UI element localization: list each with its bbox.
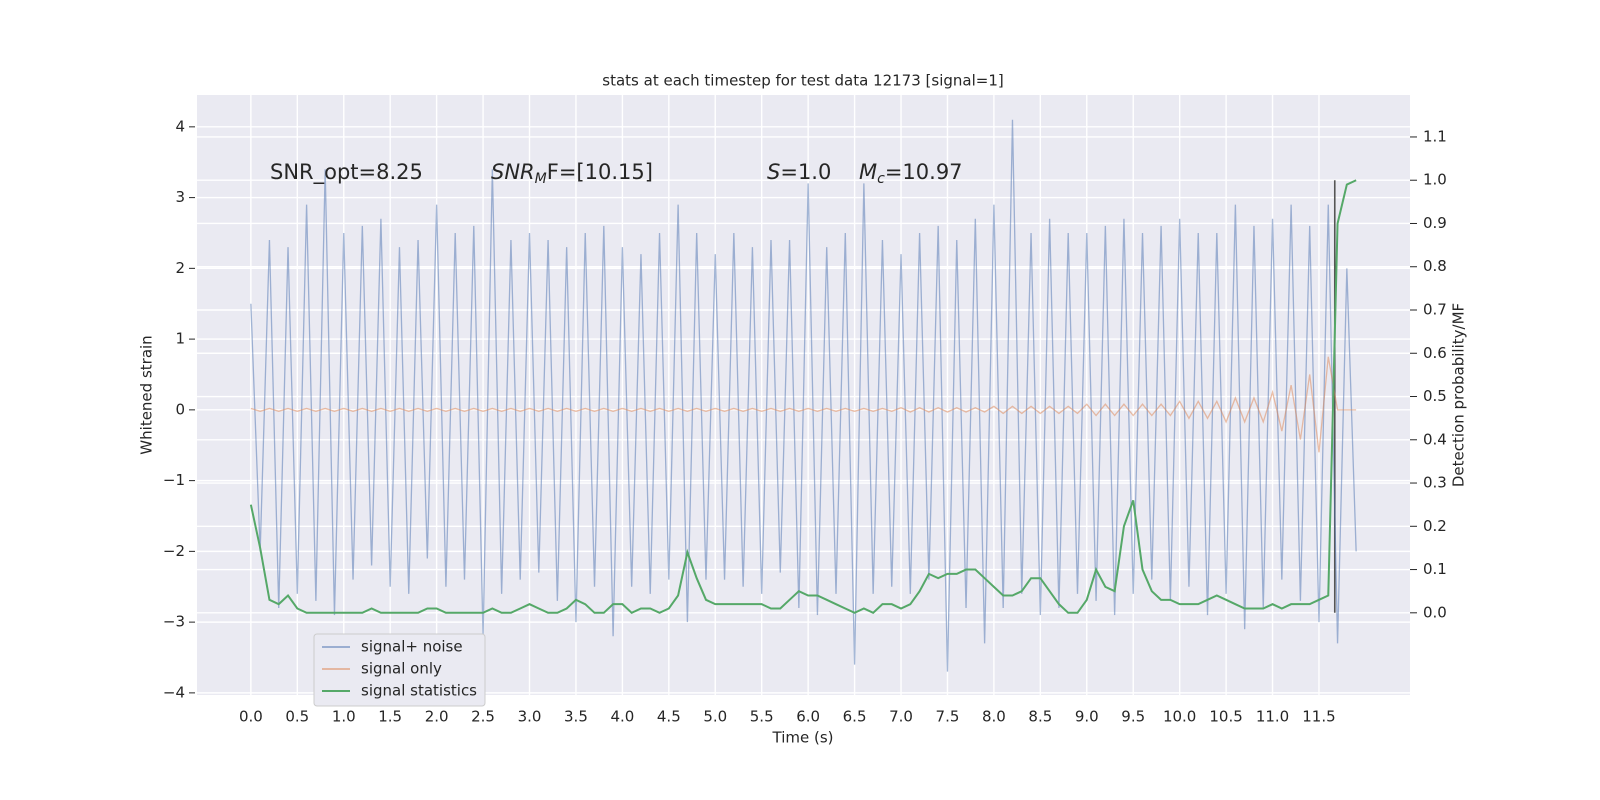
y2-tick-label: 0.6: [1423, 344, 1447, 362]
x-tick-label: 7.5: [936, 708, 960, 726]
x-tick-label: 11.0: [1256, 708, 1289, 726]
y2-tick-label: 0.8: [1423, 257, 1447, 275]
y2-tick-label: 0.7: [1423, 300, 1447, 318]
y2-tick-label: 0.4: [1423, 430, 1447, 448]
x-tick-label: 10.5: [1209, 708, 1242, 726]
x-tick-label: 6.5: [843, 708, 867, 726]
legend-label: signal statistics: [361, 682, 477, 700]
x-tick-label: 2.0: [425, 708, 449, 726]
x-tick-label: 8.0: [982, 708, 1006, 726]
y2-tick-label: 0.2: [1423, 517, 1447, 535]
x-tick-label: 1.5: [378, 708, 402, 726]
x-tick-label: 3.5: [564, 708, 588, 726]
x-tick-label: 1.0: [332, 708, 356, 726]
y-tick-label: 2: [175, 259, 185, 277]
x-tick-label: 0.0: [239, 708, 263, 726]
y-tick-label: 3: [175, 188, 185, 206]
x-tick-label: 0.5: [285, 708, 309, 726]
annotation-part: SNR_opt=8.25: [270, 160, 423, 185]
annotation-part: SNR: [491, 160, 535, 184]
x-tick-label: 8.5: [1028, 708, 1052, 726]
y-tick-label: 1: [175, 330, 185, 348]
x-tick-label: 10.0: [1163, 708, 1196, 726]
y-tick-label: 4: [175, 117, 185, 135]
x-tick-label: 9.5: [1121, 708, 1145, 726]
y-tick-label: −4: [163, 683, 185, 701]
series-line: [250, 119, 1357, 672]
legend-label: signal+ noise: [361, 638, 463, 656]
x-axis-label: Time (s): [772, 729, 834, 747]
y2-tick-label: 0.0: [1423, 603, 1447, 621]
x-tick-label: 4.0: [610, 708, 634, 726]
series-line: [250, 356, 1357, 453]
x-tick-label: 4.5: [657, 708, 681, 726]
legend-label: signal only: [361, 660, 442, 678]
annotation: S=1.0: [767, 160, 831, 184]
x-tick-label: 11.5: [1302, 708, 1335, 726]
y2-tick-label: 1.0: [1423, 171, 1447, 189]
y-tick-label: −2: [163, 542, 185, 560]
y-tick-label: −3: [163, 613, 185, 631]
annotation-part: M: [535, 171, 547, 187]
y-axis-label: Whitened strain: [138, 335, 156, 454]
y2-axis-label: Detection probability/MF: [1450, 303, 1468, 487]
annotation-part: =10.97: [885, 160, 963, 184]
y2-tick-label: 0.3: [1423, 474, 1447, 492]
y2-tick-label: 1.1: [1423, 127, 1447, 145]
x-tick-label: 3.0: [518, 708, 542, 726]
x-tick-label: 7.0: [889, 708, 913, 726]
annotation: SNRMF=[10.15]: [491, 160, 653, 187]
annotation-part: M: [859, 160, 877, 184]
annotation-part: S: [767, 160, 780, 184]
series-line: [249, 179, 1357, 614]
y2-tick-label: 0.1: [1423, 560, 1447, 578]
x-tick-label: 5.5: [750, 708, 774, 726]
annotation: Mc=10.97: [859, 160, 963, 187]
legend: signal+ noise signal only signal statistic…: [313, 633, 486, 707]
annotation-part: =1.0: [780, 160, 831, 184]
annotation-part: F=[10.15]: [547, 160, 653, 184]
legend-box: [313, 633, 486, 707]
y2-tick-label: 0.5: [1423, 387, 1447, 405]
y-tick-label: 0: [175, 400, 185, 418]
annotation-part: c: [877, 171, 885, 187]
x-tick-label: 6.0: [796, 708, 820, 726]
x-tick-label: 9.0: [1075, 708, 1099, 726]
x-tick-label: 2.5: [471, 708, 495, 726]
annotation: SNR_opt=8.25: [270, 160, 423, 185]
y-tick-label: −1: [163, 471, 185, 489]
chart-title: stats at each timestep for test data 121…: [602, 72, 1003, 90]
y2-tick-label: 0.9: [1423, 214, 1447, 232]
x-tick-label: 5.0: [703, 708, 727, 726]
